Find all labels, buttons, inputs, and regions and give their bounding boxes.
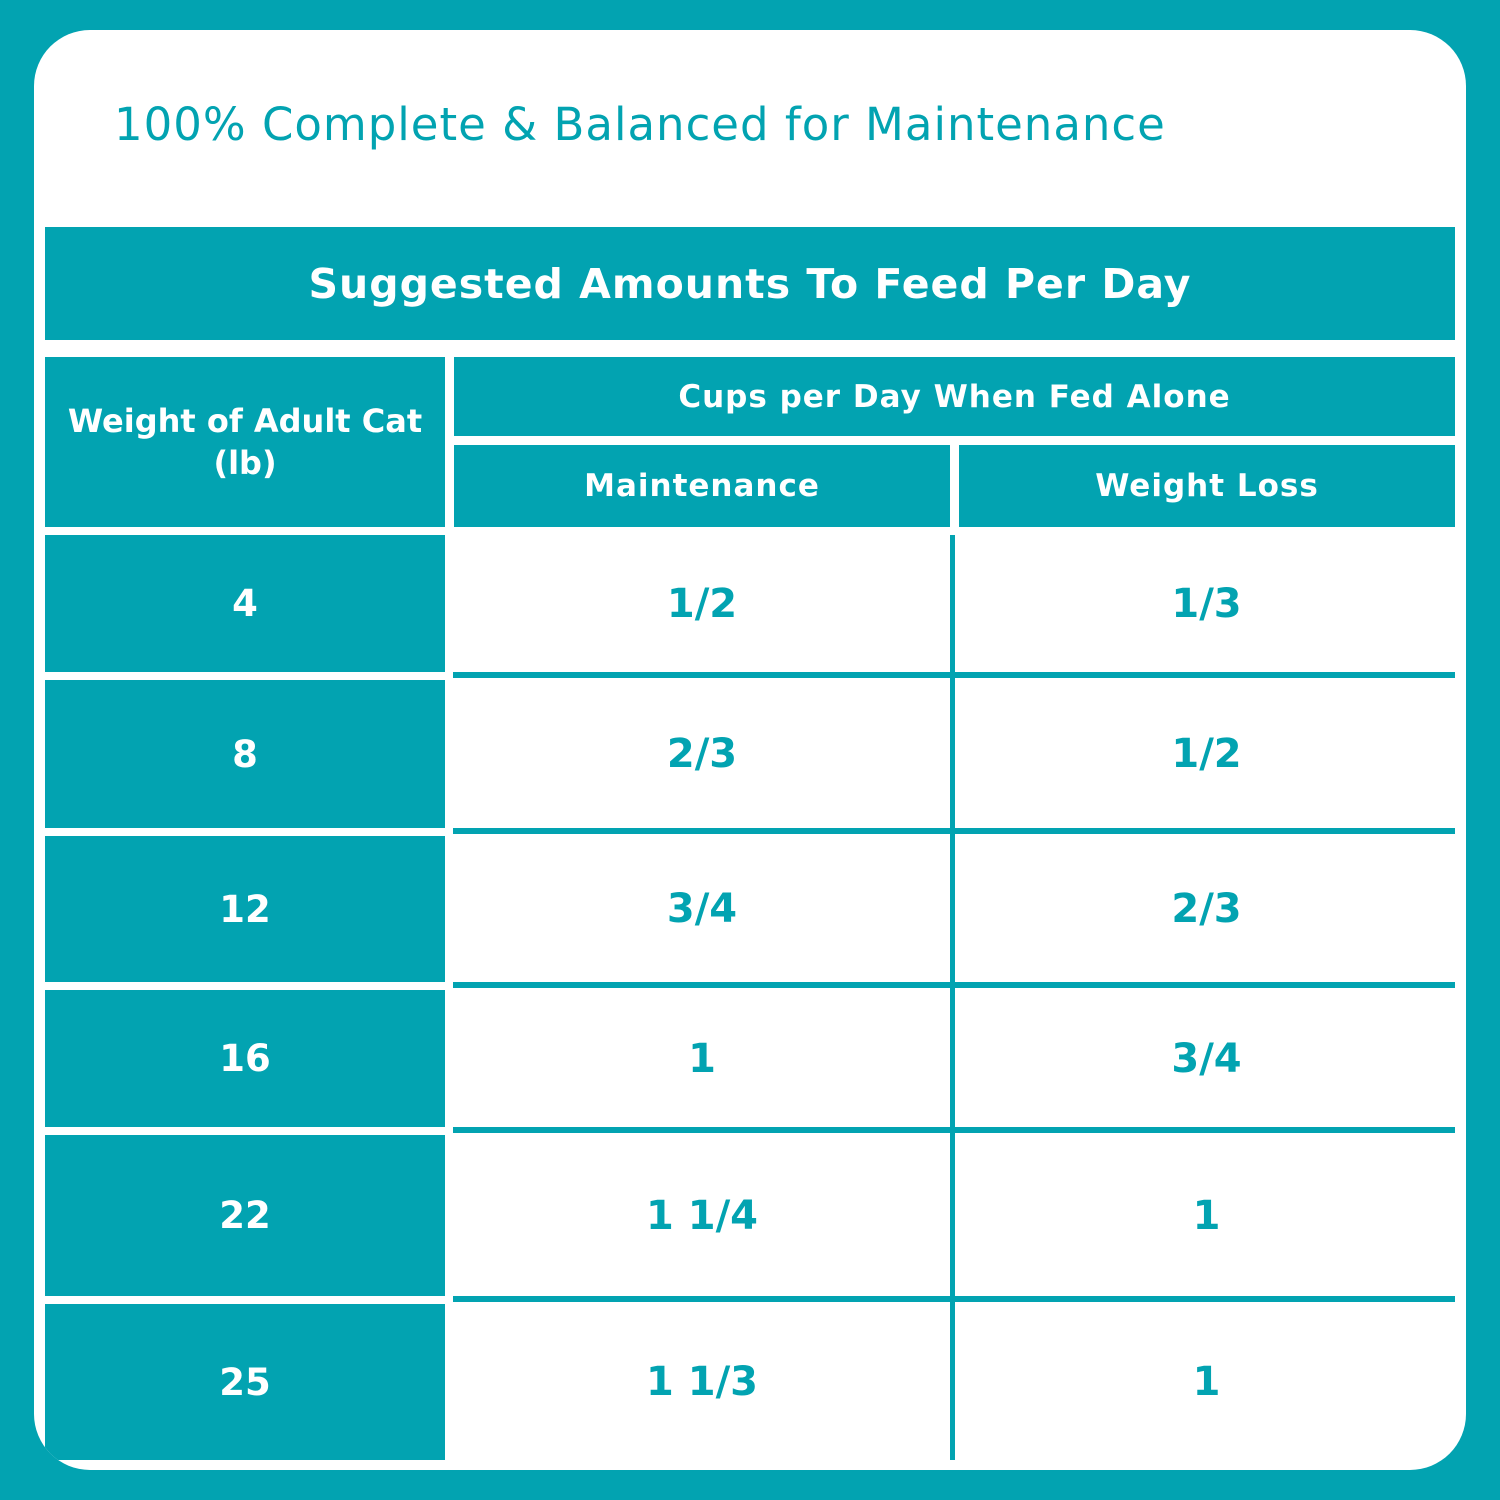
weight-loss-cell: 2/3 xyxy=(1171,886,1242,932)
weight-cell: 22 xyxy=(45,1135,445,1296)
weight-column-header: Weight of Adult Cat (lb) xyxy=(45,357,445,527)
page-title: 100% Complete & Balanced for Maintenance xyxy=(114,98,1166,151)
feeding-card: 100% Complete & Balanced for Maintenance… xyxy=(34,30,1466,1470)
column-divider xyxy=(950,535,955,1460)
weight-cell: 12 xyxy=(45,836,445,982)
maintenance-cell: 1 xyxy=(688,1035,716,1082)
maintenance-cell: 1 1/4 xyxy=(645,1192,759,1239)
weight-loss-cell: 1 xyxy=(1192,1359,1221,1405)
weight-loss-column-header: Weight Loss xyxy=(959,445,1455,527)
maintenance-column-header: Maintenance xyxy=(454,445,950,527)
weight-loss-cell: 3/4 xyxy=(1171,1035,1242,1082)
maintenance-cell: 1 1/3 xyxy=(645,1359,759,1405)
weight-loss-cell: 1/3 xyxy=(1171,580,1242,627)
weight-cell: 8 xyxy=(45,680,445,828)
maintenance-cell: 3/4 xyxy=(666,886,738,932)
weight-cell: 4 xyxy=(45,535,445,672)
weight-loss-cell: 1/2 xyxy=(1171,731,1242,777)
cups-column-header: Cups per Day When Fed Alone xyxy=(454,357,1455,436)
table-banner: Suggested Amounts To Feed Per Day xyxy=(45,227,1455,340)
maintenance-cell: 2/3 xyxy=(666,731,738,777)
weight-loss-cell: 1 xyxy=(1192,1192,1221,1239)
weight-cell: 16 xyxy=(45,990,445,1127)
maintenance-cell: 1/2 xyxy=(666,580,738,627)
weight-cell: 25 xyxy=(45,1304,445,1460)
